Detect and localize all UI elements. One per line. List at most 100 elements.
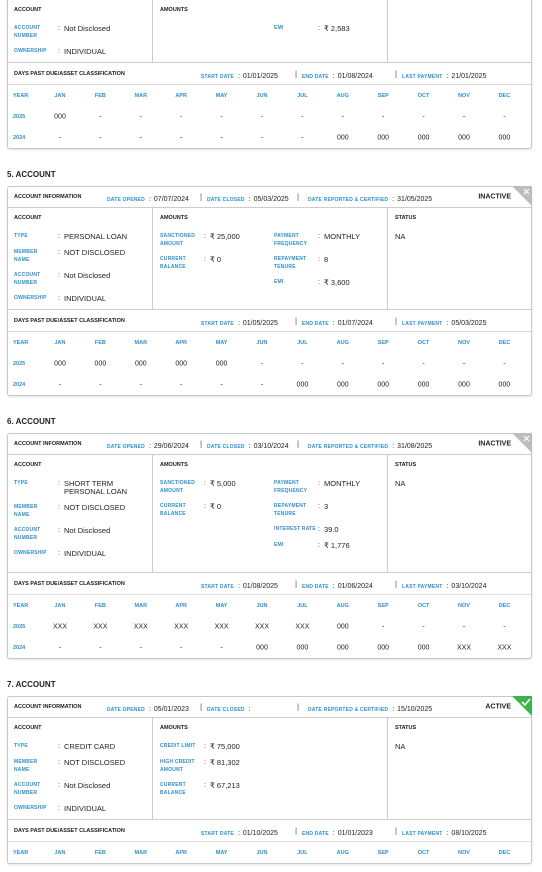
dpd-cell: 000	[336, 644, 349, 651]
start-date-value: 01/01/2025	[242, 72, 278, 80]
month-header: AUG	[336, 602, 349, 609]
account-card: ACCOUNT INFORMATION DATE OPENED:05/01/202…	[7, 696, 532, 864]
dpd-cell: 000	[498, 134, 511, 141]
account-card: ACCOUNT INFORMATION DATE OPENED:07/07/202…	[7, 186, 532, 396]
account-field: TYPE: PERSONAL LOAN	[14, 233, 152, 241]
end-date-label: END DATE	[302, 320, 329, 327]
date-closed: DATE CLOSED:03/10/2024	[207, 435, 289, 453]
inactive-badge	[512, 186, 532, 206]
month-header: JUL	[297, 339, 308, 346]
date-closed-value: 03/10/2024	[253, 443, 289, 450]
colon: :	[58, 550, 60, 557]
month-header: JUN	[256, 849, 268, 856]
field-value: ₹ 0	[210, 255, 222, 264]
dpd-cell: -	[341, 113, 344, 120]
amounts-right: PAYMENT FREQUENCY: MONTHLY REPAYMENT TENUR…	[274, 480, 384, 558]
dpd-cell: -	[260, 381, 264, 388]
account-field: TYPE: SHORT TERM PERSONAL LOAN	[14, 480, 152, 496]
colon: :	[237, 72, 240, 80]
date-opened-label: DATE OPENED	[107, 707, 145, 713]
account-info-row: ACCOUNT INFORMATION DATE OPENED:29/06/202…	[8, 434, 531, 455]
colon: :	[318, 279, 320, 286]
month-header: MAY	[215, 339, 228, 346]
dpd-cell: -	[220, 134, 223, 141]
account-field: OWNERSHIP: INDIVIDUAL	[14, 805, 152, 813]
colon: :	[392, 706, 395, 713]
field-label: SANCTIONED AMOUNT	[160, 480, 196, 494]
account-column: ACCOUNT TYPE: SHORT TERM PERSONAL LOAN MEMB…	[8, 455, 153, 572]
date-reported-label: DATE REPORTED & CERTIFIED	[308, 197, 389, 203]
field-label: EMI	[274, 542, 284, 548]
field-label: ACCOUNT NUMBER	[14, 782, 41, 796]
month-header: MAY	[215, 602, 228, 609]
year-header: YEAR	[13, 849, 29, 856]
date-reported: DATE REPORTED & CERTIFIED:31/05/2025	[308, 188, 432, 206]
amount-field: SANCTIONED AMOUNT: ₹ 5,000	[160, 480, 274, 495]
colon: :	[318, 526, 320, 533]
field-label: EMI	[274, 279, 284, 285]
dpd-cell: -	[220, 644, 223, 651]
dpd-table-header: YEAR JAN FEB MAR APR MAY JUN JUL AUG SEP OCT NOV DEC	[8, 595, 531, 616]
column-heading: ACCOUNT	[14, 215, 42, 221]
dpd-cell: 000	[54, 360, 66, 367]
account-section: 7. ACCOUNT ACCOUNT INFORMATION DATE OPENED…	[0, 678, 542, 864]
column-heading: AMOUNTS	[160, 462, 188, 468]
month-header: JUN	[256, 92, 268, 99]
colon: :	[58, 295, 60, 302]
colon: :	[204, 782, 206, 789]
month-header: JUN	[256, 602, 268, 609]
amount-field: EMI: ₹ 3,600	[274, 279, 384, 287]
account-field: ACCOUNT NUMBER: Not Disclosed	[14, 527, 152, 542]
month-header: MAR	[134, 92, 148, 99]
dpd-cell: -	[422, 623, 425, 630]
colon: :	[446, 72, 449, 80]
month-header: APR	[175, 339, 187, 346]
field-label: CREDIT LIMIT	[160, 743, 196, 749]
account-field: TYPE: CREDIT CARD	[14, 743, 152, 751]
amount-field: CURRENT BALANCE: ₹ 67,213	[160, 782, 274, 797]
dpd-cell: 000	[377, 134, 390, 141]
month-header: DEC	[498, 339, 511, 346]
account-field: MEMBER NAME: NOT DISCLOSED	[14, 249, 152, 264]
colon: :	[392, 443, 395, 450]
month-header: JAN	[54, 602, 66, 609]
amount-field: HIGH CREDIT AMOUNT: ₹ 81,302	[160, 759, 274, 774]
dpd-cell: -	[180, 644, 183, 651]
colon: :	[248, 706, 251, 713]
status-column: STATUS NA	[388, 455, 531, 572]
account-section: ACCOUNT ACCOUNT NUMBER: Not Disclosed OWNER…	[0, 0, 542, 149]
badge-triangle	[512, 696, 532, 716]
amount-field: CURRENT BALANCE: ₹ 0	[160, 503, 274, 518]
end-date-value: 01/07/2024	[337, 319, 373, 327]
colon: :	[446, 319, 449, 327]
colon: :	[446, 829, 449, 837]
field-label: CURRENT BALANCE	[160, 503, 186, 517]
month-header: NOV	[458, 92, 470, 99]
end-date-label: END DATE	[302, 73, 329, 80]
month-header: JUL	[297, 92, 308, 99]
dpd-cell: -	[220, 381, 223, 388]
dpd-cell: -	[382, 113, 385, 120]
account-state: ACTIVE	[485, 703, 511, 711]
month-header: MAR	[134, 602, 148, 609]
month-header: APR	[175, 92, 187, 99]
date-opened-value: 05/01/2023	[153, 706, 189, 713]
account-details: ACCOUNT TYPE: SHORT TERM PERSONAL LOAN MEMB…	[8, 455, 531, 573]
dpd-cell: -	[301, 360, 304, 367]
year-label: 2024	[13, 644, 26, 651]
colon: :	[58, 233, 60, 240]
amount-field: INTEREST RATE:39.0	[274, 526, 384, 534]
section-heading: 6. ACCOUNT	[7, 417, 56, 426]
colon: :	[204, 759, 206, 766]
check-icon	[521, 698, 531, 707]
colon: :	[204, 503, 206, 510]
month-header: AUG	[336, 849, 349, 856]
account-field: OWNERSHIP: INDIVIDUAL	[14, 48, 152, 56]
month-header: FEB	[94, 92, 106, 99]
amount-field: EMI: ₹ 1,776	[274, 542, 384, 550]
dpd-cell: XXX	[174, 623, 189, 630]
dpd-cell: -	[382, 360, 385, 367]
field-label: REPAYMENT TENURE	[274, 503, 307, 517]
field-value: NOT DISCLOSED	[64, 503, 126, 512]
